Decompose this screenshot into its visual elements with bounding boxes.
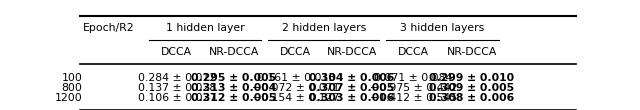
Text: 0.313 ± 0.004: 0.313 ± 0.004 [191, 83, 276, 93]
Text: DCCA: DCCA [397, 47, 429, 57]
Text: NR-DCCA: NR-DCCA [447, 47, 497, 57]
Text: −1.412 ± 0.545: −1.412 ± 0.545 [370, 93, 457, 103]
Text: −0.072 ± 0.071: −0.072 ± 0.071 [252, 83, 339, 93]
Text: DCCA: DCCA [161, 47, 192, 57]
Text: 0.308 ± 0.006: 0.308 ± 0.006 [429, 93, 515, 103]
Text: 0.071 ± 0.084: 0.071 ± 0.084 [374, 73, 452, 83]
Text: 0.304 ± 0.006: 0.304 ± 0.006 [309, 73, 394, 83]
Text: 0.137 ± 0.028: 0.137 ± 0.028 [138, 83, 216, 93]
Text: 0.295 ± 0.005: 0.295 ± 0.005 [191, 73, 276, 83]
Text: 0.303 ± 0.006: 0.303 ± 0.006 [309, 93, 394, 103]
Text: 0.284 ± 0.012: 0.284 ± 0.012 [138, 73, 216, 83]
Text: 0.307 ± 0.005: 0.307 ± 0.005 [309, 83, 394, 93]
Text: 0.161 ± 0.013: 0.161 ± 0.013 [257, 73, 335, 83]
Text: 0.299 ± 0.010: 0.299 ± 0.010 [429, 73, 515, 83]
Text: 1 hidden layer: 1 hidden layer [166, 23, 244, 33]
Text: 0.312 ± 0.005: 0.312 ± 0.005 [191, 93, 276, 103]
Text: 800: 800 [61, 83, 83, 93]
Text: 2 hidden layers: 2 hidden layers [282, 23, 366, 33]
Text: 1200: 1200 [55, 93, 83, 103]
Text: Epoch/R2: Epoch/R2 [83, 23, 134, 33]
Text: 0.309 ± 0.005: 0.309 ± 0.005 [429, 83, 515, 93]
Text: −0.154 ± 0.127: −0.154 ± 0.127 [252, 93, 339, 103]
Text: NR-DCCA: NR-DCCA [326, 47, 377, 57]
Text: NR-DCCA: NR-DCCA [209, 47, 259, 57]
Text: 100: 100 [61, 73, 83, 83]
Text: 0.106 ± 0.027: 0.106 ± 0.027 [138, 93, 216, 103]
Text: DCCA: DCCA [280, 47, 311, 57]
Text: −0.975 ± 0.442: −0.975 ± 0.442 [370, 83, 457, 93]
Text: 3 hidden layers: 3 hidden layers [401, 23, 484, 33]
